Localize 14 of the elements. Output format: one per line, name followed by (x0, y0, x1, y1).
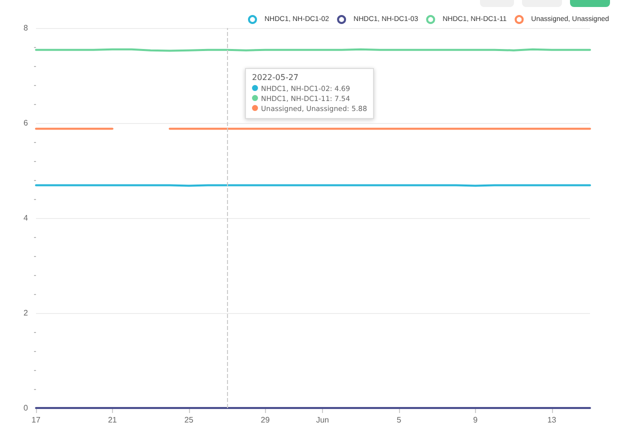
y-tick-label: 6 (24, 118, 29, 128)
x-tick-label: 21 (108, 416, 118, 424)
x-tick-label: 9 (473, 416, 478, 424)
y-tick-label: 4 (24, 214, 29, 222)
annotation: 2022-05-27 (252, 73, 300, 83)
y-tick-label: 0 (24, 404, 29, 412)
y-tick-label: 8 (24, 24, 29, 32)
x-tick-label: 17 (32, 416, 41, 424)
y-tick-label: 2 (24, 308, 29, 318)
x-tick-label: 29 (260, 416, 270, 424)
x-tick-label: 5 (396, 416, 402, 424)
x-tick-label: Jun (316, 416, 330, 424)
x-tick-label: 13 (547, 416, 557, 424)
x-tick-label: 25 (184, 416, 194, 424)
